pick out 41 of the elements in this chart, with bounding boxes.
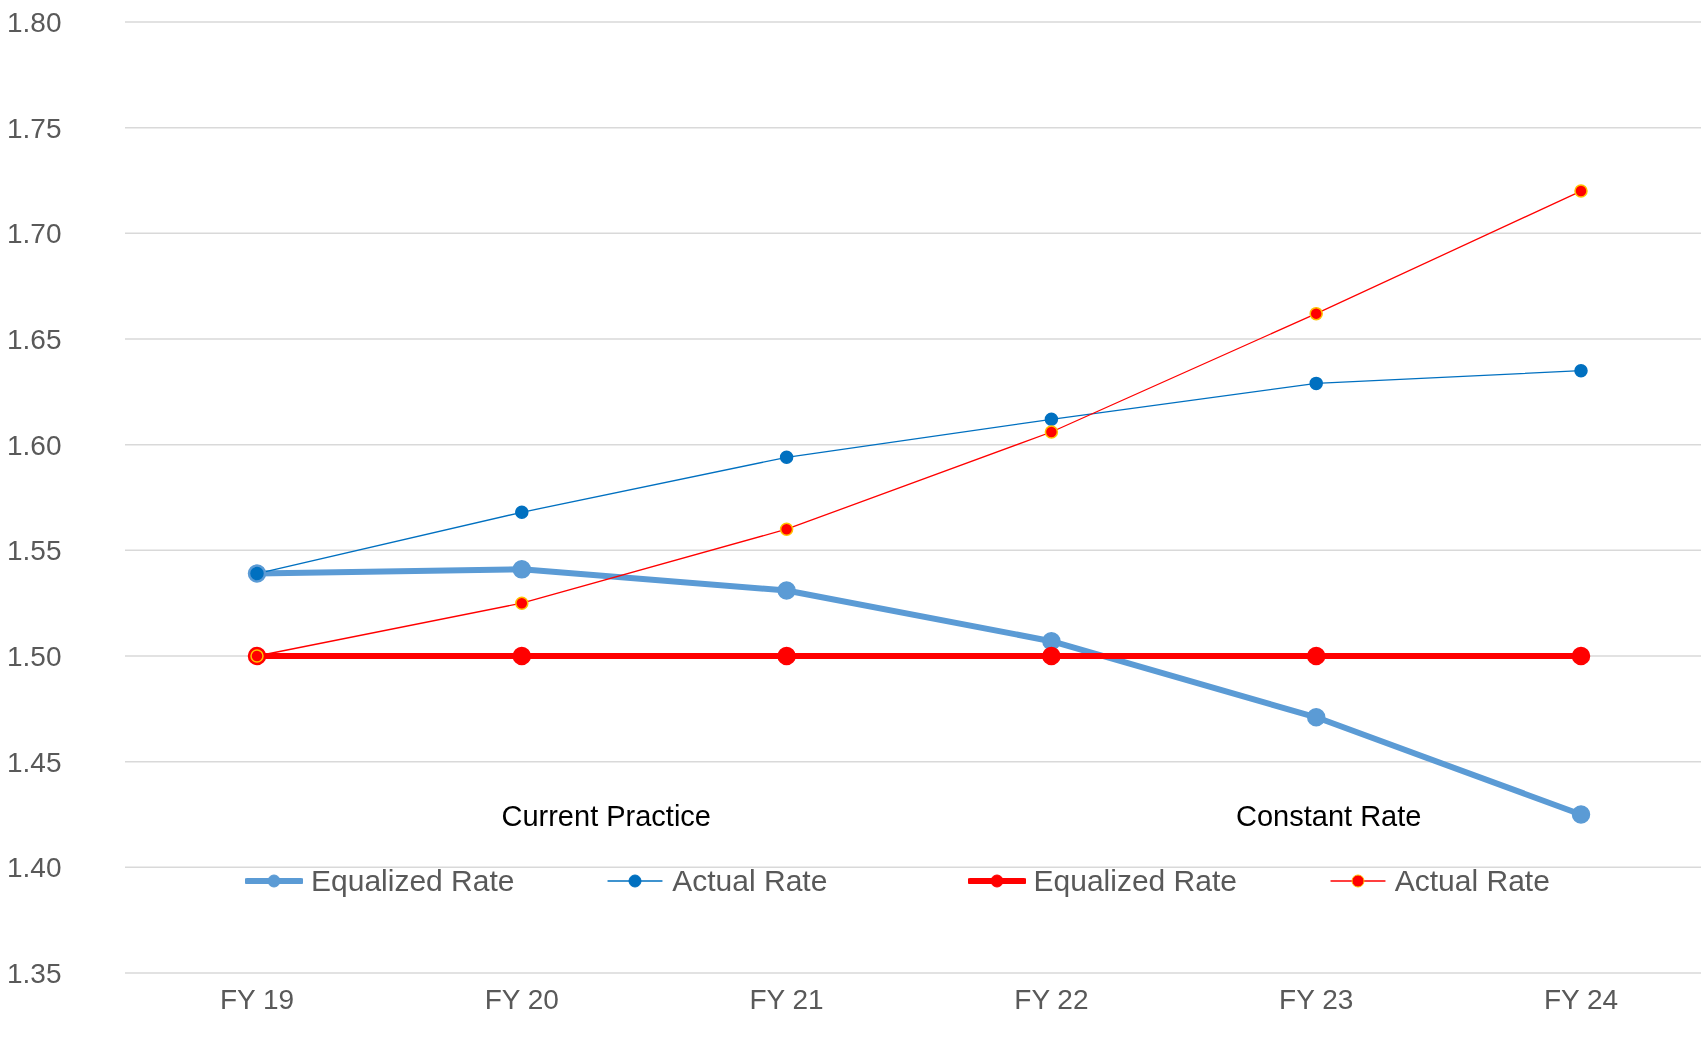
point — [1044, 425, 1059, 439]
x-tick-label: FY 19 — [219, 983, 295, 1015]
point — [1306, 646, 1326, 666]
x-tick-label: FY 24 — [1543, 983, 1619, 1015]
point — [1042, 646, 1061, 666]
point — [779, 522, 794, 536]
point — [1571, 646, 1591, 666]
y-tick-label: 1.75 — [7, 112, 62, 144]
y-tick-label: 1.40 — [7, 852, 62, 884]
x-tick-label: FY 20 — [484, 983, 559, 1015]
annotation: Constant Rate — [1235, 800, 1423, 834]
y-tick-label: 1.50 — [7, 640, 62, 672]
point — [1574, 184, 1588, 198]
point — [512, 646, 532, 666]
x-tick-label: FY 23 — [1279, 983, 1354, 1015]
y-tick-label: 1.70 — [7, 218, 62, 250]
y-tick-label: 1.55 — [7, 535, 62, 567]
point — [515, 596, 529, 610]
legend-label: Equalized Rate — [1033, 864, 1237, 898]
point — [1306, 708, 1326, 727]
x-tick-label: FY 21 — [749, 983, 824, 1015]
y-tick-label: 1.35 — [7, 957, 62, 989]
point — [1309, 376, 1323, 391]
y-tick-label: 1.45 — [7, 746, 62, 778]
point — [777, 646, 796, 666]
point — [1044, 412, 1059, 427]
x-tick-label: FY 22 — [1014, 983, 1089, 1015]
point — [779, 450, 794, 465]
point — [1574, 363, 1588, 378]
legend-label: Actual Rate — [672, 864, 828, 898]
legend-label: Equalized Rate — [311, 864, 515, 898]
legend-label: Actual Rate — [1394, 864, 1550, 898]
y-tick-label: 1.65 — [7, 323, 62, 355]
point — [512, 560, 532, 579]
point — [777, 581, 796, 600]
point — [515, 505, 529, 520]
y-tick-label: 1.80 — [7, 6, 62, 38]
point — [1309, 306, 1323, 321]
annotation: Current Practice — [500, 800, 712, 834]
y-tick-label: 1.60 — [7, 429, 62, 461]
point — [1571, 805, 1591, 824]
